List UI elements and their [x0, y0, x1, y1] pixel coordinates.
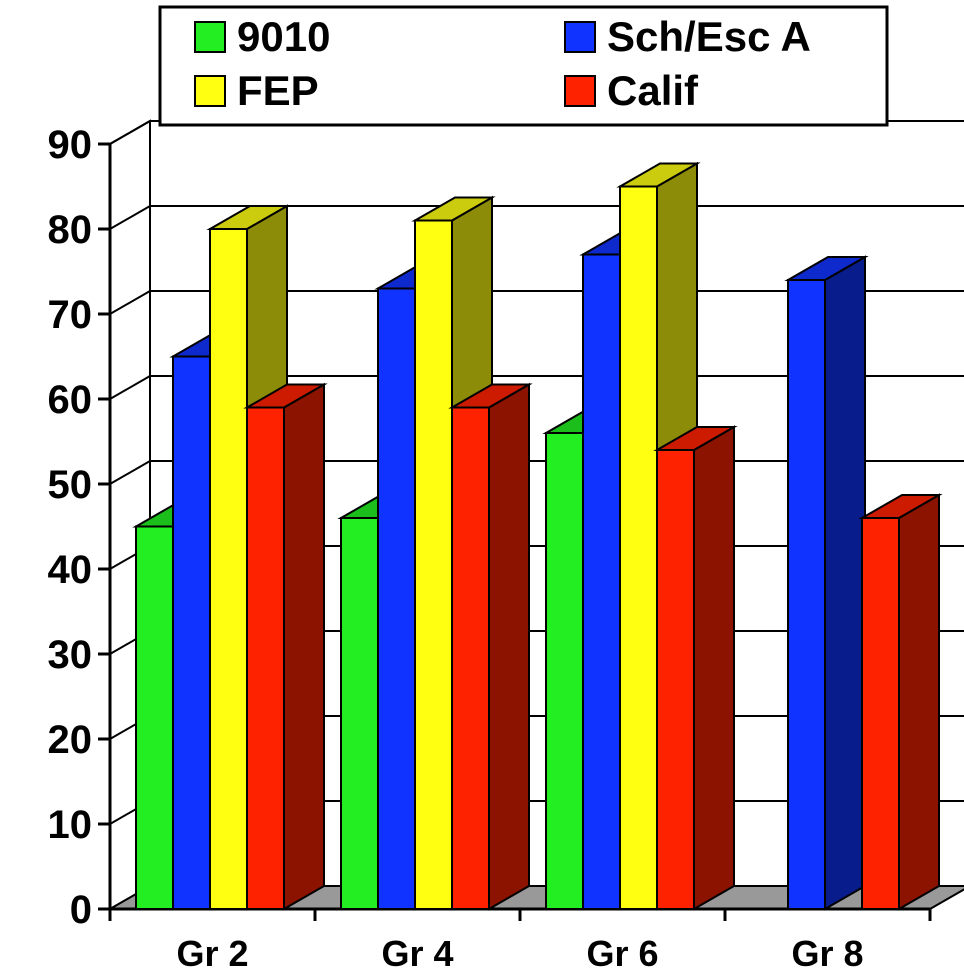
legend-box [158, 5, 889, 127]
y-tick-label: 10 [48, 803, 93, 847]
legend-label: FEP [237, 67, 319, 114]
y-tick-label: 50 [48, 463, 93, 507]
y-tick-label: 80 [48, 208, 93, 252]
legend-label: Calif [607, 67, 699, 114]
x-tick-label: Gr 4 [381, 933, 453, 974]
bars [132, 161, 943, 911]
x-axis-ticks: Gr 2 Gr 4 Gr 6 Gr 8 [108, 909, 932, 974]
legend-swatch [564, 21, 596, 53]
legend-item: Sch/Esc A [564, 13, 811, 60]
bar [243, 382, 328, 911]
y-tick-label: 90 [48, 123, 93, 167]
bar [858, 493, 943, 911]
legend-item: FEP [194, 67, 319, 114]
legend-label: Sch/Esc A [607, 13, 811, 60]
bar [448, 382, 533, 911]
y-tick-label: 20 [48, 718, 93, 762]
legend-item: 9010 [194, 13, 330, 60]
legend-item: Calif [564, 67, 699, 114]
bar [653, 425, 738, 911]
legend: 9010 Sch/Esc A FEP Calif [158, 5, 889, 127]
legend-swatch [194, 75, 226, 107]
bar [784, 255, 869, 911]
y-tick-label: 70 [48, 293, 93, 337]
y-tick-label: 40 [48, 548, 93, 592]
x-tick-label: Gr 8 [791, 933, 863, 974]
y-axis-ticks: 0 10 20 30 40 50 60 70 80 90 [48, 123, 110, 932]
legend-swatch [194, 21, 226, 53]
legend-label: 9010 [237, 13, 330, 60]
y-tick-label: 30 [48, 633, 93, 677]
y-tick-label: 0 [70, 888, 92, 932]
x-tick-label: Gr 6 [586, 933, 658, 974]
legend-swatch [564, 75, 596, 107]
y-tick-label: 60 [48, 378, 93, 422]
x-tick-label: Gr 2 [176, 933, 248, 974]
